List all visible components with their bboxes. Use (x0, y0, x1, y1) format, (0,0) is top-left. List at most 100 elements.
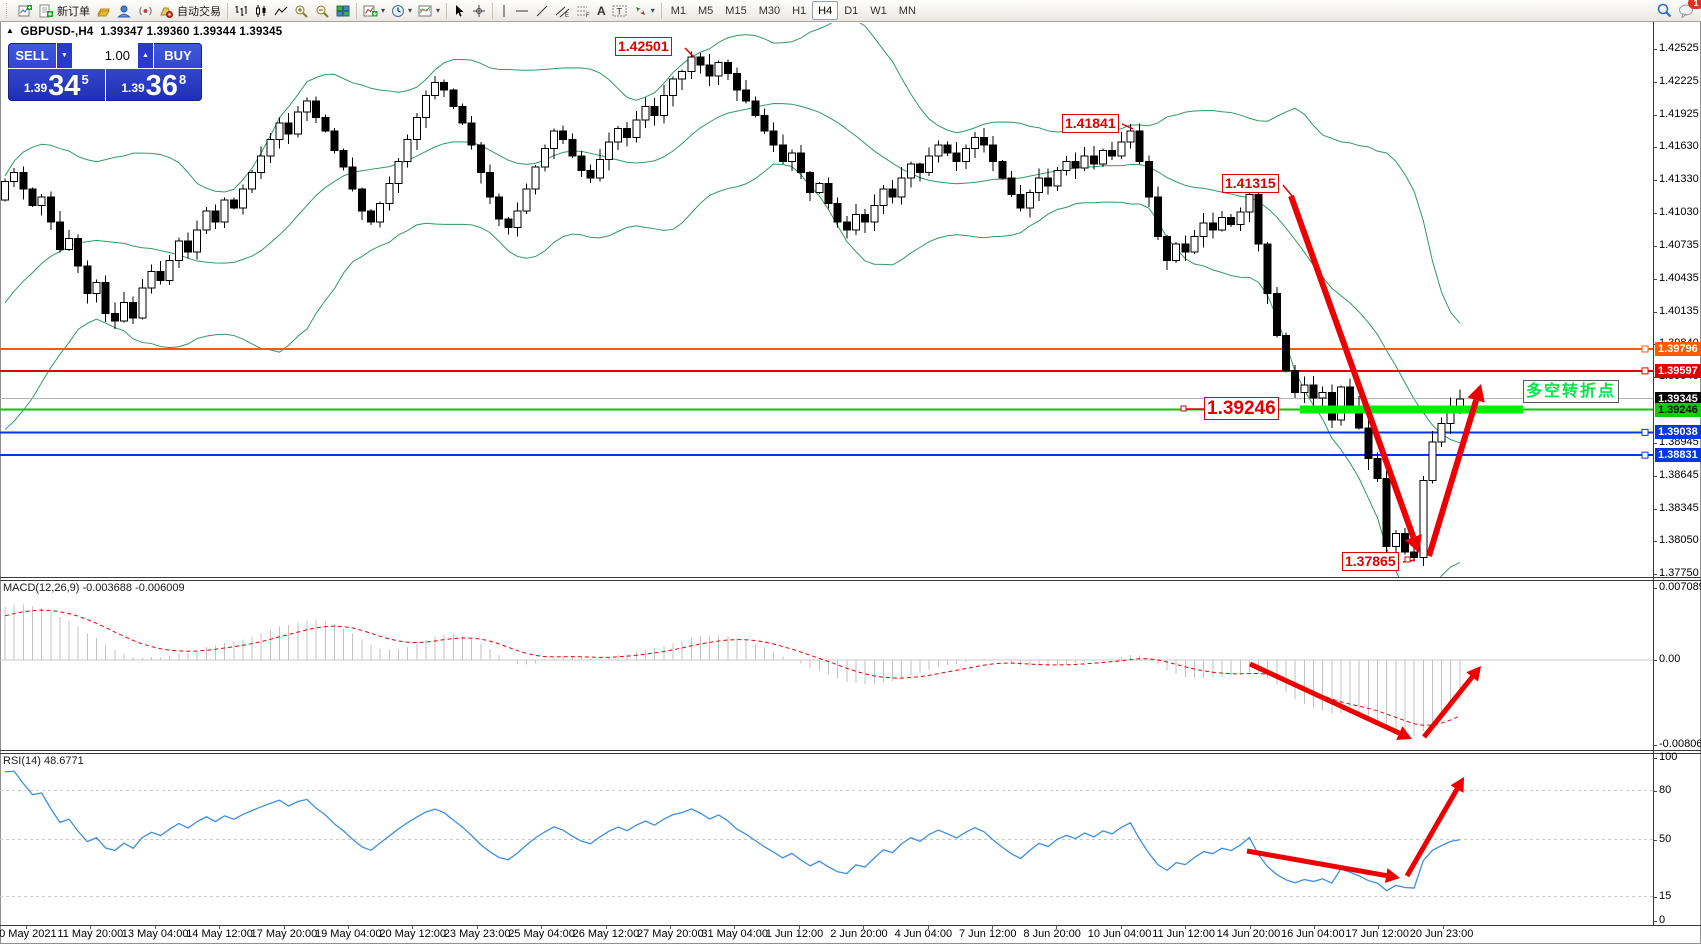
hline-marker[interactable] (1641, 345, 1649, 353)
time-tick (1378, 925, 1380, 929)
trend-arrow-shaft[interactable] (1246, 848, 1387, 879)
text-button[interactable]: A (597, 3, 606, 18)
chat-button[interactable]: 1 (1675, 0, 1701, 20)
trend-arrow-head[interactable] (1450, 777, 1464, 793)
tab-timeframe-h1[interactable]: H1 (792, 4, 807, 17)
volume-value[interactable]: 1.00 (72, 43, 138, 68)
volume-increase-button[interactable]: ▲ (138, 43, 153, 68)
candle-body (650, 106, 659, 116)
time-tick (1120, 925, 1122, 929)
candle-body (46, 196, 55, 223)
price-callout-1.41315[interactable]: 1.41315 (1222, 174, 1279, 193)
tile-windows-button[interactable] (333, 1, 353, 20)
candle-body (1373, 458, 1382, 479)
search-button[interactable] (1653, 1, 1675, 20)
arrows-tool-button[interactable]: ▾ (630, 1, 658, 20)
price-callout-1.37865[interactable]: 1.37865 (1342, 552, 1399, 571)
candlestick-chart-button[interactable] (251, 1, 271, 20)
add-indicator-button[interactable]: ▾ (360, 1, 388, 20)
tab-timeframe-h4[interactable]: H4 (812, 1, 839, 20)
trend-arrow-head[interactable] (1396, 726, 1412, 740)
time-label: 20 May 12:00 (379, 928, 447, 940)
dropdown-caret: ▾ (381, 6, 386, 15)
sell-price[interactable]: 1.39 34 5 (8, 69, 106, 101)
crosshair-button[interactable] (469, 1, 489, 20)
price-callout-1.41841[interactable]: 1.41841 (1062, 114, 1119, 133)
hline-marker[interactable] (1641, 367, 1649, 375)
templates-button[interactable]: ▾ (415, 1, 443, 20)
trend-arrow-shaft[interactable] (1426, 399, 1480, 557)
hline-marker[interactable] (1641, 428, 1649, 436)
buy-price[interactable]: 1.39 36 8 (106, 69, 203, 101)
toolbar-grip[interactable] (6, 3, 12, 18)
vertical-line-button[interactable] (496, 1, 512, 20)
tab-timeframe-d1[interactable]: D1 (844, 4, 859, 17)
candle-body (1309, 384, 1318, 399)
main-chart[interactable] (0, 17, 1653, 608)
trend-arrow-head[interactable] (1467, 384, 1485, 403)
sell-button[interactable]: SELL (15, 48, 49, 63)
trendline-button[interactable] (532, 1, 552, 20)
anchor-square[interactable] (1404, 556, 1411, 563)
anchor-square[interactable] (1180, 405, 1187, 412)
new-order-button[interactable]: 新订单 (36, 1, 93, 20)
dropdown-caret: ▾ (650, 6, 655, 15)
periods-button[interactable]: ▾ (388, 1, 415, 20)
volume-decrease-button[interactable]: ▼ (57, 43, 72, 68)
signals-button[interactable] (135, 1, 156, 20)
trend-arrow-shaft[interactable] (1248, 661, 1401, 736)
candle-body (1428, 441, 1437, 482)
tab-timeframe-m1[interactable]: M1 (670, 4, 687, 17)
zoom-in-button[interactable] (291, 1, 312, 20)
autotrade-icon (160, 7, 173, 18)
candle-body (312, 100, 321, 119)
candle-body (19, 172, 28, 190)
rsi-pane[interactable] (0, 770, 1653, 898)
candle-body (37, 196, 46, 207)
fibonacci-button[interactable]: F (573, 1, 594, 20)
trend-arrow-shaft[interactable] (1288, 194, 1417, 539)
tab-timeframe-mn[interactable]: MN (898, 4, 916, 17)
new-chart-icon (18, 4, 32, 16)
turning-point-label[interactable]: 多空转折点 (1523, 380, 1620, 403)
new-chart-button[interactable] (15, 1, 36, 20)
buy-button[interactable]: BUY (164, 48, 192, 63)
trend-arrow-head[interactable] (1384, 868, 1400, 883)
price-callout-1.39246[interactable]: 1.39246 (1204, 397, 1279, 420)
tab-timeframe-m30[interactable]: M30 (758, 4, 781, 17)
candle-body (284, 122, 293, 135)
trend-arrow-shaft[interactable] (1404, 787, 1460, 878)
hline-marker[interactable] (1641, 451, 1649, 459)
macd-pane[interactable] (0, 604, 1653, 740)
candle-body (174, 240, 183, 262)
price-callout-1.42501[interactable]: 1.42501 (615, 37, 672, 56)
line-chart-button[interactable] (271, 1, 291, 20)
tab-timeframe-m15[interactable]: M15 (725, 4, 747, 17)
autotrade-button[interactable]: 自动交易 (156, 1, 224, 20)
trend-arrow-shaft[interactable] (1422, 675, 1475, 739)
tab-timeframe-m5[interactable]: M5 (698, 4, 714, 17)
candle-body (403, 139, 412, 163)
candle-body (851, 213, 860, 231)
price-badge-1.39597: 1.39597 (1655, 363, 1701, 378)
candle-body (970, 136, 979, 149)
tab-timeframe-w1[interactable]: W1 (870, 4, 887, 17)
time-tick (798, 925, 800, 929)
label-button[interactable]: T (609, 1, 630, 20)
support-zone-bar[interactable] (1300, 405, 1523, 414)
trend-arrow-head[interactable] (1466, 666, 1481, 682)
cursor-button[interactable] (450, 1, 469, 20)
rsi-indicator-label: RSI(14) 48.6771 (3, 755, 84, 767)
community-button[interactable] (114, 1, 135, 20)
trend-arrow-head[interactable] (1404, 534, 1422, 553)
deposit-button[interactable] (93, 1, 114, 20)
zoom-out-button[interactable] (312, 1, 333, 20)
macd-signal-line (4, 609, 1461, 726)
candle-body (165, 260, 174, 281)
horizontal-line-button[interactable] (512, 1, 532, 20)
channel-button[interactable]: E (552, 1, 573, 20)
bar-chart-button[interactable] (231, 1, 251, 20)
candle-body (28, 188, 37, 207)
candle-body (55, 221, 64, 251)
